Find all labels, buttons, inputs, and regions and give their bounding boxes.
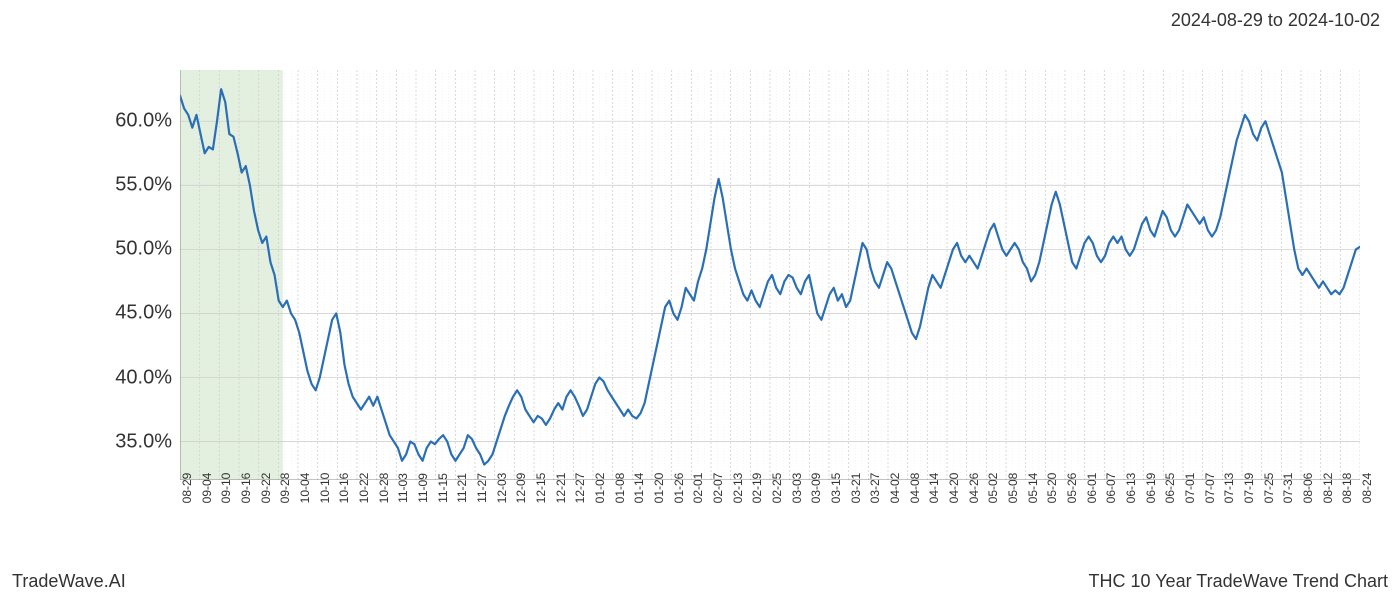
x-tick-label: 03-27 — [868, 473, 882, 504]
y-tick-label: 40.0% — [115, 366, 172, 389]
x-tick-label: 02-07 — [711, 473, 725, 504]
x-tick-label: 01-08 — [613, 473, 627, 504]
x-tick-label: 12-15 — [534, 473, 548, 504]
x-tick-label: 02-19 — [750, 473, 764, 504]
x-tick-label: 10-10 — [318, 473, 332, 504]
x-tick-label: 11-09 — [416, 473, 430, 503]
y-tick-label: 50.0% — [115, 238, 172, 261]
x-tick-label: 03-03 — [790, 473, 804, 504]
x-tick-label: 04-26 — [967, 473, 981, 504]
x-tick-label: 02-13 — [731, 473, 745, 504]
brand-label: TradeWave.AI — [12, 571, 126, 592]
x-tick-label: 06-01 — [1085, 473, 1099, 504]
x-tick-label: 10-28 — [377, 473, 391, 504]
x-tick-label: 12-09 — [514, 473, 528, 504]
date-range-label: 2024-08-29 to 2024-10-02 — [1171, 10, 1380, 31]
x-tick-label: 05-20 — [1045, 473, 1059, 504]
x-tick-label: 08-06 — [1301, 473, 1315, 504]
x-tick-label: 02-01 — [691, 473, 705, 504]
x-tick-label: 01-02 — [593, 473, 607, 504]
x-tick-label: 08-24 — [1360, 473, 1374, 504]
x-tick-label: 06-25 — [1163, 473, 1177, 504]
x-tick-label: 06-13 — [1124, 473, 1138, 504]
x-tick-label: 09-10 — [219, 473, 233, 504]
x-tick-label: 04-02 — [888, 473, 902, 504]
x-tick-label: 07-13 — [1222, 473, 1236, 504]
x-tick-label: 10-04 — [298, 473, 312, 504]
x-tick-label: 07-31 — [1281, 473, 1295, 504]
x-tick-label: 11-03 — [396, 473, 410, 503]
chart-title: THC 10 Year TradeWave Trend Chart — [1089, 571, 1388, 592]
y-tick-label: 45.0% — [115, 302, 172, 325]
x-tick-label: 07-01 — [1183, 473, 1197, 504]
x-tick-label: 12-21 — [554, 473, 568, 504]
x-tick-label: 09-22 — [259, 473, 273, 504]
x-tick-label: 01-26 — [672, 473, 686, 504]
x-tick-label: 09-04 — [200, 473, 214, 504]
x-tick-label: 05-14 — [1026, 473, 1040, 504]
chart-container: 35.0% 40.0% 45.0% 50.0% 55.0% 60.0% 08-29 09-0… — [0, 40, 1400, 560]
x-tick-label: 09-28 — [278, 473, 292, 504]
line-chart-svg — [180, 70, 1360, 480]
x-tick-label: 12-03 — [495, 473, 509, 504]
x-tick-label: 06-07 — [1104, 473, 1118, 504]
x-tick-label: 01-14 — [632, 473, 646, 504]
y-tick-label: 55.0% — [115, 174, 172, 197]
x-tick-label: 08-12 — [1321, 473, 1335, 504]
x-tick-label: 02-25 — [770, 473, 784, 504]
x-tick-label: 10-16 — [337, 473, 351, 504]
y-tick-label: 35.0% — [115, 430, 172, 453]
x-tick-label: 08-29 — [180, 473, 194, 504]
x-tick-label: 07-25 — [1262, 473, 1276, 504]
x-tick-label: 03-21 — [849, 473, 863, 504]
highlight-band — [180, 70, 283, 480]
x-tick-label: 03-09 — [809, 473, 823, 504]
x-tick-label: 11-27 — [475, 473, 489, 503]
x-tick-label: 08-18 — [1340, 473, 1354, 504]
x-tick-label: 05-26 — [1065, 473, 1079, 504]
x-tick-label: 05-02 — [986, 473, 1000, 504]
x-tick-label: 03-15 — [829, 473, 843, 504]
x-tick-label: 04-20 — [947, 473, 961, 504]
x-tick-label: 12-27 — [573, 473, 587, 504]
x-tick-label: 07-07 — [1203, 473, 1217, 504]
x-tick-label: 05-08 — [1006, 473, 1020, 504]
plot-area — [180, 70, 1360, 480]
x-tick-label: 10-22 — [357, 473, 371, 504]
x-tick-label: 06-19 — [1144, 473, 1158, 504]
x-tick-label: 04-14 — [927, 473, 941, 504]
x-tick-label: 07-19 — [1242, 473, 1256, 504]
x-tick-label: 11-21 — [455, 473, 469, 503]
y-tick-label: 60.0% — [115, 110, 172, 133]
trend-line — [180, 89, 1360, 464]
x-tick-label: 11-15 — [436, 473, 450, 503]
x-tick-label: 01-20 — [652, 473, 666, 504]
x-tick-label: 09-16 — [239, 473, 253, 504]
x-tick-label: 04-08 — [908, 473, 922, 504]
